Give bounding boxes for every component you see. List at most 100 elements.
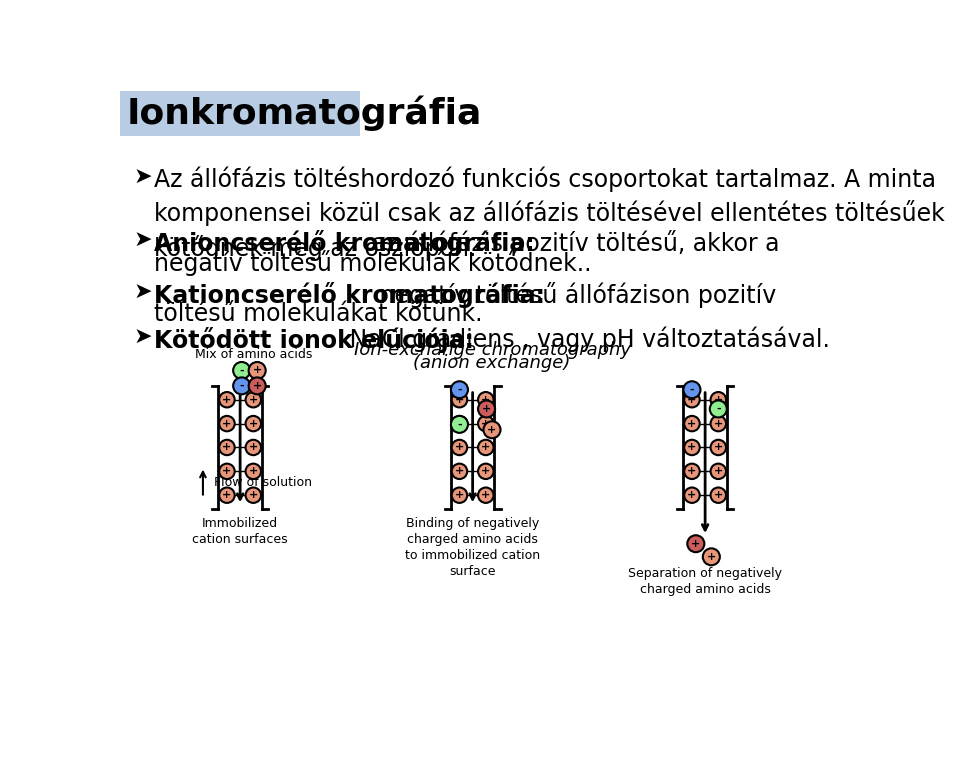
Circle shape xyxy=(709,400,727,418)
Text: +: + xyxy=(481,395,491,405)
Text: ➤: ➤ xyxy=(134,327,153,346)
Text: +: + xyxy=(481,418,491,428)
Circle shape xyxy=(233,362,251,379)
Circle shape xyxy=(478,416,493,431)
Circle shape xyxy=(710,392,726,408)
Text: az állófázis pozitív töltésű, akkor a: az állófázis pozitív töltésű, akkor a xyxy=(366,230,780,255)
Circle shape xyxy=(478,464,493,479)
Circle shape xyxy=(452,392,468,408)
Text: Immobilized
cation surfaces: Immobilized cation surfaces xyxy=(192,517,288,546)
Circle shape xyxy=(246,487,261,503)
FancyBboxPatch shape xyxy=(120,91,360,136)
Text: -: - xyxy=(239,365,244,375)
Circle shape xyxy=(684,440,700,455)
Text: töltésű molekulákat kötünk.: töltésű molekulákat kötünk. xyxy=(155,302,483,326)
Circle shape xyxy=(219,440,234,455)
Text: +: + xyxy=(707,552,716,562)
Text: +: + xyxy=(687,490,697,500)
Text: ➤: ➤ xyxy=(134,167,153,186)
Circle shape xyxy=(710,440,726,455)
Text: -: - xyxy=(239,381,244,391)
Circle shape xyxy=(249,362,266,379)
Circle shape xyxy=(478,440,493,455)
Text: +: + xyxy=(249,443,258,453)
Text: +: + xyxy=(249,490,258,500)
Text: +: + xyxy=(455,466,464,476)
Circle shape xyxy=(246,392,261,408)
Text: -: - xyxy=(457,419,462,429)
Circle shape xyxy=(452,440,468,455)
Circle shape xyxy=(478,392,493,408)
Circle shape xyxy=(687,535,705,552)
Text: +: + xyxy=(249,466,258,476)
Circle shape xyxy=(452,487,468,503)
Text: Binding of negatively
charged amino acids
to immobilized cation
surface: Binding of negatively charged amino acid… xyxy=(405,517,540,578)
Text: +: + xyxy=(455,443,464,453)
Text: -: - xyxy=(689,385,694,395)
Text: negatív töltésű állófázison pozitív: negatív töltésű állófázison pozitív xyxy=(372,282,777,308)
Text: (anion exchange): (anion exchange) xyxy=(414,354,570,372)
Text: +: + xyxy=(713,490,723,500)
Text: +: + xyxy=(713,418,723,428)
Circle shape xyxy=(703,548,720,565)
Circle shape xyxy=(478,487,493,503)
Text: +: + xyxy=(223,418,231,428)
Text: +: + xyxy=(481,466,491,476)
Text: Az állófázis töltéshordozó funkciós csoportokat tartalmaz. A minta
komponensei k: Az állófázis töltéshordozó funkciós csop… xyxy=(155,167,945,261)
Text: Anioncserélő kromatográfia:: Anioncserélő kromatográfia: xyxy=(155,230,535,255)
Circle shape xyxy=(710,416,726,431)
Circle shape xyxy=(684,392,700,408)
Circle shape xyxy=(710,464,726,479)
Text: +: + xyxy=(223,443,231,453)
Text: +: + xyxy=(249,418,258,428)
Circle shape xyxy=(219,487,234,503)
Circle shape xyxy=(684,487,700,503)
Circle shape xyxy=(478,400,495,418)
Circle shape xyxy=(246,464,261,479)
Text: ➤: ➤ xyxy=(134,282,153,302)
Text: +: + xyxy=(713,395,723,405)
Text: +: + xyxy=(488,424,496,435)
Text: +: + xyxy=(687,395,697,405)
Circle shape xyxy=(710,487,726,503)
Text: +: + xyxy=(249,395,258,405)
Text: -: - xyxy=(457,385,462,395)
Circle shape xyxy=(219,416,234,431)
Circle shape xyxy=(219,464,234,479)
Text: Mix of amino acids: Mix of amino acids xyxy=(196,348,313,362)
Text: Kötődött ionok elúciója:: Kötődött ionok elúciója: xyxy=(155,327,474,352)
Circle shape xyxy=(249,377,266,394)
Circle shape xyxy=(684,464,700,479)
Text: +: + xyxy=(481,443,491,453)
Circle shape xyxy=(451,416,468,433)
Circle shape xyxy=(246,440,261,455)
Text: Ion-exchange chromatography: Ion-exchange chromatography xyxy=(353,341,631,359)
Text: +: + xyxy=(713,466,723,476)
Circle shape xyxy=(484,421,500,438)
Text: +: + xyxy=(713,443,723,453)
Text: Kationcserélő kromatográfia:: Kationcserélő kromatográfia: xyxy=(155,282,545,308)
Text: negatív töltésű molekulák kötődnek..: negatív töltésű molekulák kötődnek.. xyxy=(155,250,591,276)
Text: +: + xyxy=(223,395,231,405)
Text: +: + xyxy=(687,443,697,453)
Text: +: + xyxy=(455,395,464,405)
Text: +: + xyxy=(252,381,262,391)
Circle shape xyxy=(684,381,701,398)
Circle shape xyxy=(451,381,468,398)
Circle shape xyxy=(246,416,261,431)
Circle shape xyxy=(684,416,700,431)
Text: Ionkromatográfia: Ionkromatográfia xyxy=(126,96,482,131)
Circle shape xyxy=(452,464,468,479)
Text: +: + xyxy=(481,490,491,500)
Circle shape xyxy=(219,392,234,408)
Text: +: + xyxy=(687,466,697,476)
Circle shape xyxy=(233,377,251,394)
Text: NaCl gradiens , vagy pH változtatásával.: NaCl gradiens , vagy pH változtatásával. xyxy=(342,327,829,352)
Text: +: + xyxy=(455,490,464,500)
Text: +: + xyxy=(223,490,231,500)
Text: Flow of solution: Flow of solution xyxy=(214,475,312,489)
Text: +: + xyxy=(223,466,231,476)
Text: +: + xyxy=(455,418,464,428)
Text: +: + xyxy=(482,404,492,414)
Circle shape xyxy=(452,416,468,431)
